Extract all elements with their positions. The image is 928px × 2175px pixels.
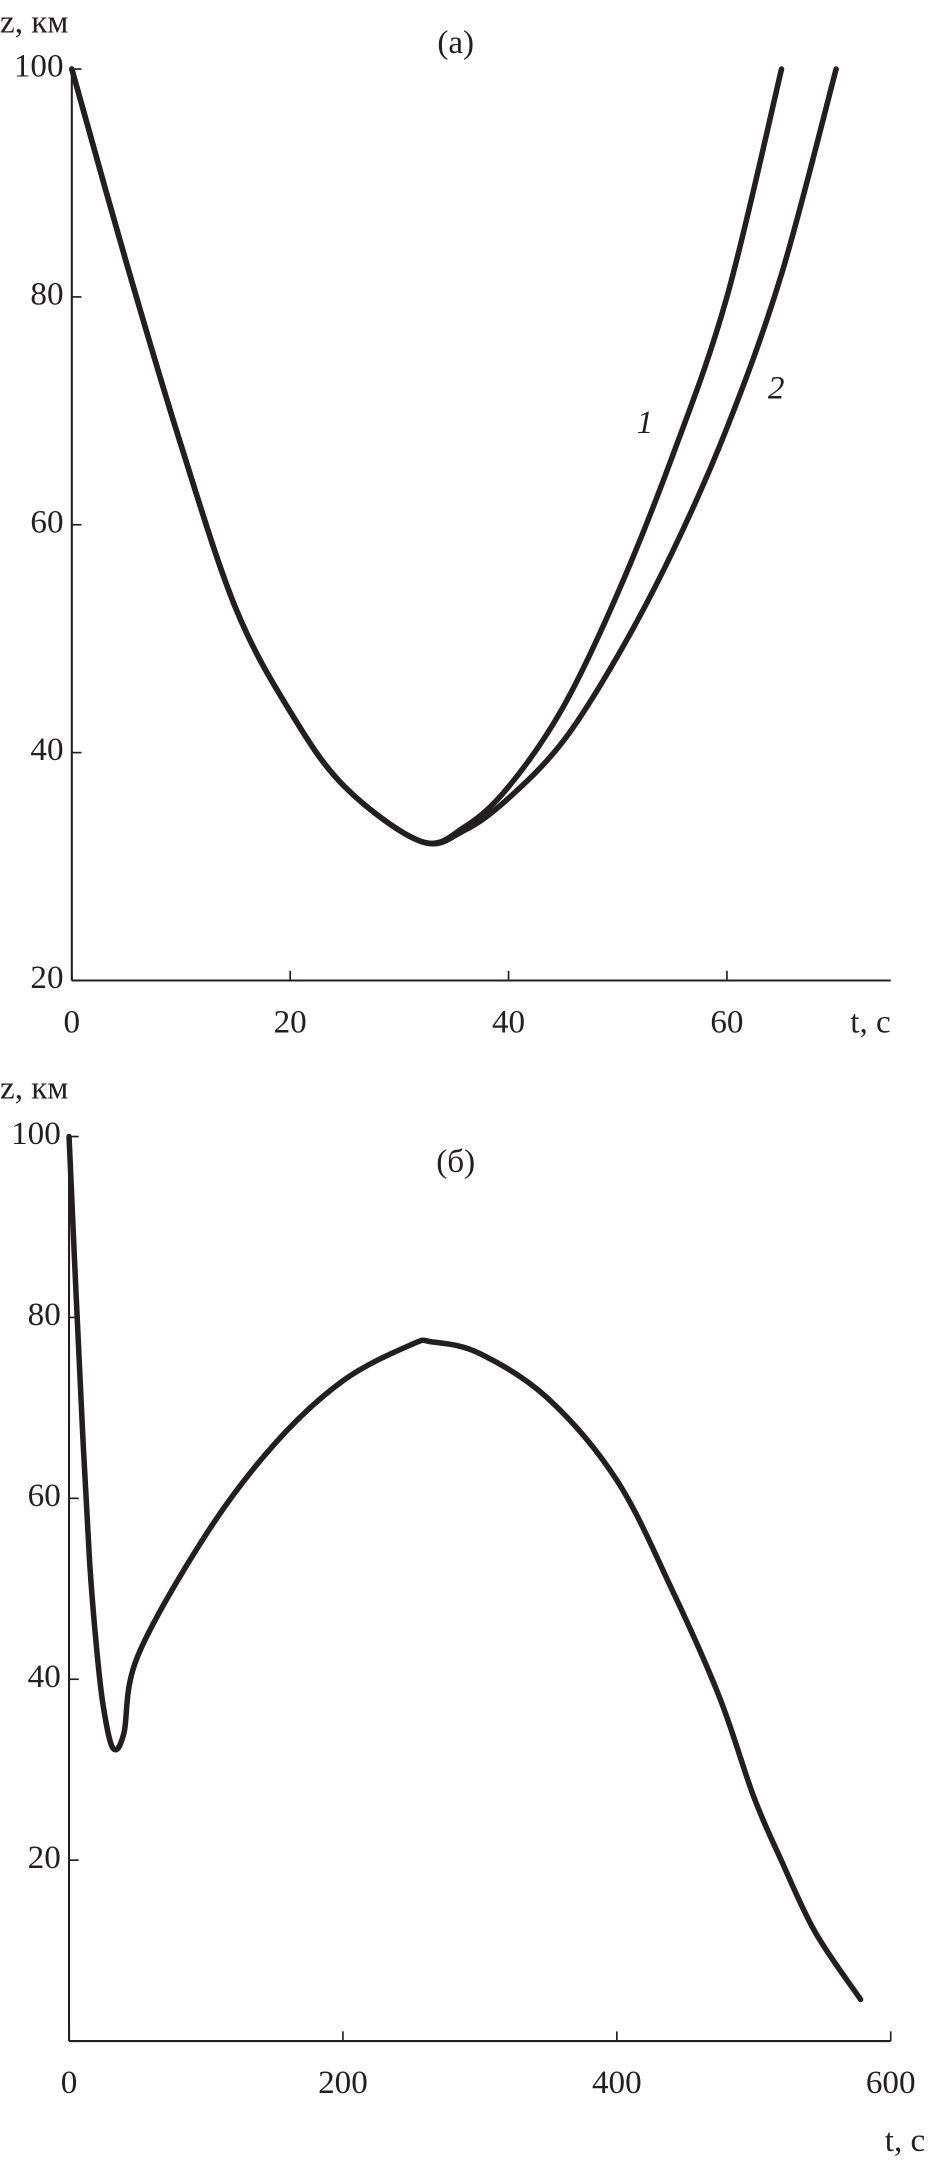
y-tick-label: 80 <box>30 276 63 313</box>
y-tick-label: 40 <box>30 731 63 768</box>
curve-label: 1 <box>637 404 654 441</box>
y-tick-label: 20 <box>28 1839 61 1876</box>
chart-title: (a) <box>437 24 474 61</box>
y-tick-label: 100 <box>11 1115 61 1152</box>
y-tick-label: 40 <box>28 1658 61 1695</box>
x-tick-label: 40 <box>492 1003 525 1040</box>
y-axis-label: z, км <box>0 3 68 40</box>
y-tick-label: 60 <box>28 1477 61 1514</box>
y-tick-label: 60 <box>30 503 63 540</box>
y-axis-label: z, км <box>0 1070 68 1107</box>
curve <box>69 66 785 847</box>
x-axis-label: t, с <box>885 2122 925 2159</box>
curve-label: 2 <box>768 369 785 406</box>
chart-title: (б) <box>436 1143 475 1180</box>
x-tick-label: 60 <box>710 1003 743 1040</box>
curve <box>66 1133 864 2003</box>
x-tick-label: 20 <box>274 1003 307 1040</box>
x-axis-label: t, с <box>850 1003 890 1040</box>
y-tick-label: 100 <box>14 48 64 85</box>
x-tick-label: 600 <box>866 2064 916 2101</box>
x-tick-label: 200 <box>318 2064 368 2101</box>
x-tick-label: 0 <box>64 1003 81 1040</box>
x-tick-label: 0 <box>61 2064 78 2101</box>
y-tick-label: 80 <box>28 1296 61 1333</box>
y-tick-label: 20 <box>30 959 63 996</box>
x-tick-label: 400 <box>592 2064 642 2101</box>
curve <box>69 66 839 847</box>
